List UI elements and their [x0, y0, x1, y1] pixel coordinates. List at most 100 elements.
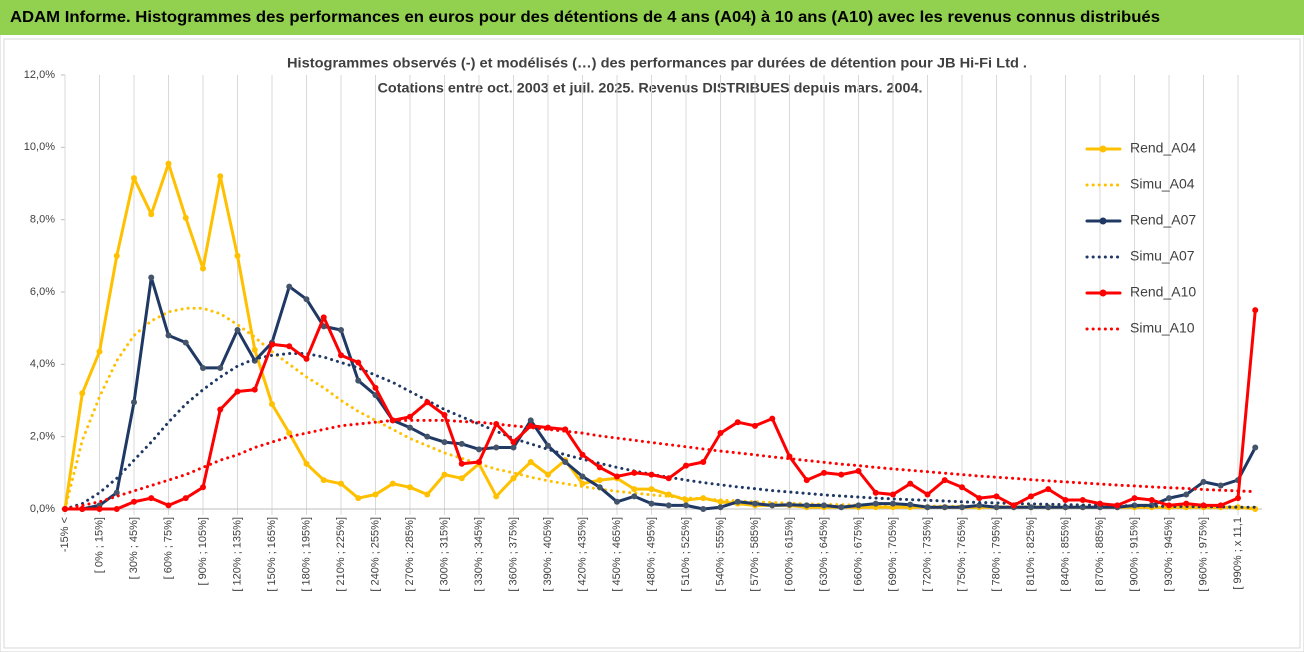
point	[1079, 496, 1086, 503]
x-tick-label: [ 510% ; 525%]	[680, 517, 692, 592]
point	[545, 471, 551, 478]
point	[424, 399, 431, 406]
point	[1200, 502, 1207, 509]
point	[338, 326, 344, 333]
point	[458, 440, 465, 447]
x-tick-label: [ 780% ; 795%]	[990, 517, 1002, 592]
point	[648, 486, 655, 493]
point	[424, 491, 431, 498]
x-tick-label: [ 570% ; 585%]	[749, 517, 761, 592]
legend-marker	[1099, 145, 1107, 153]
point	[855, 502, 862, 509]
point	[234, 252, 241, 259]
point	[355, 377, 362, 384]
point	[665, 502, 672, 509]
point	[251, 346, 258, 353]
point	[458, 460, 465, 467]
point	[596, 484, 603, 491]
legend-label: Simu_A07	[1130, 248, 1195, 264]
point	[269, 401, 275, 408]
point	[838, 471, 845, 478]
point	[441, 471, 448, 478]
x-tick-label: [ 0% ; 15%]	[93, 517, 105, 573]
point	[510, 475, 517, 482]
point	[907, 501, 914, 508]
series-line	[63, 418, 1257, 511]
point	[200, 484, 206, 491]
point	[700, 458, 707, 465]
point	[1235, 495, 1241, 502]
y-tick-label: 12,0%	[24, 69, 55, 81]
legend-label: Simu_A04	[1130, 176, 1195, 192]
point	[821, 502, 827, 509]
point	[389, 480, 396, 487]
point	[1183, 500, 1190, 507]
x-tick-label: [ 990% ; x 11,1	[1232, 517, 1244, 590]
point	[959, 504, 965, 511]
point	[303, 296, 310, 303]
x-tick-label: [ 930% ; 945%]	[1163, 517, 1175, 592]
legend-label: Simu_A10	[1130, 320, 1195, 336]
point	[476, 458, 482, 465]
point	[545, 442, 551, 449]
y-tick-label: 0,0%	[30, 503, 55, 515]
point	[148, 274, 155, 281]
point	[510, 444, 517, 451]
x-tick-label: [ 480% ; 495%]	[645, 517, 657, 592]
point	[338, 480, 344, 487]
point	[907, 480, 914, 487]
point	[631, 493, 638, 500]
point	[1028, 493, 1034, 500]
point	[752, 422, 758, 429]
point	[890, 500, 896, 507]
point	[562, 458, 569, 465]
point	[717, 504, 724, 511]
point	[269, 341, 275, 348]
point	[131, 399, 137, 406]
legend-label: Rend_A04	[1130, 140, 1196, 156]
x-tick-label: [ 900% ; 915%]	[1128, 517, 1140, 592]
point	[217, 173, 224, 180]
point	[872, 489, 879, 496]
point	[303, 355, 310, 362]
x-tick-label: [ 180% ; 195%]	[300, 517, 312, 592]
point	[1166, 495, 1172, 502]
point	[1062, 496, 1069, 503]
point	[683, 462, 689, 469]
point	[1114, 502, 1121, 509]
point	[1217, 482, 1224, 489]
point	[959, 484, 965, 491]
x-tick-label: [ 420% ; 435%]	[576, 517, 588, 592]
point	[648, 500, 655, 507]
point	[872, 500, 879, 507]
point	[441, 439, 448, 446]
point	[200, 364, 206, 371]
point	[1045, 486, 1052, 493]
x-tick-label: [ 810% ; 825%]	[1025, 517, 1037, 592]
point	[769, 502, 776, 509]
point	[803, 502, 810, 509]
point	[1131, 495, 1138, 502]
x-tick-label: [ 720% ; 735%]	[921, 517, 933, 592]
point	[165, 160, 172, 167]
point	[165, 502, 172, 509]
point	[924, 491, 931, 498]
series-line	[63, 308, 1257, 511]
x-tick-label: [ 150% ; 165%]	[266, 517, 278, 592]
point	[234, 388, 241, 395]
point	[493, 493, 500, 500]
x-tick-label: [ 120% ; 135%]	[231, 517, 243, 592]
point	[96, 348, 103, 355]
point	[786, 501, 793, 508]
point	[734, 498, 741, 505]
point	[648, 471, 655, 478]
x-tick-label: [ 60% ; 75%]	[162, 517, 174, 579]
point	[148, 495, 155, 502]
legend-label: Rend_A07	[1130, 212, 1196, 228]
point	[510, 439, 517, 446]
chart-subtitle: Cotations entre oct. 2003 et juil. 2025.…	[378, 80, 923, 96]
point	[1097, 500, 1103, 507]
point	[734, 419, 741, 426]
point	[476, 446, 482, 453]
point	[407, 413, 413, 420]
